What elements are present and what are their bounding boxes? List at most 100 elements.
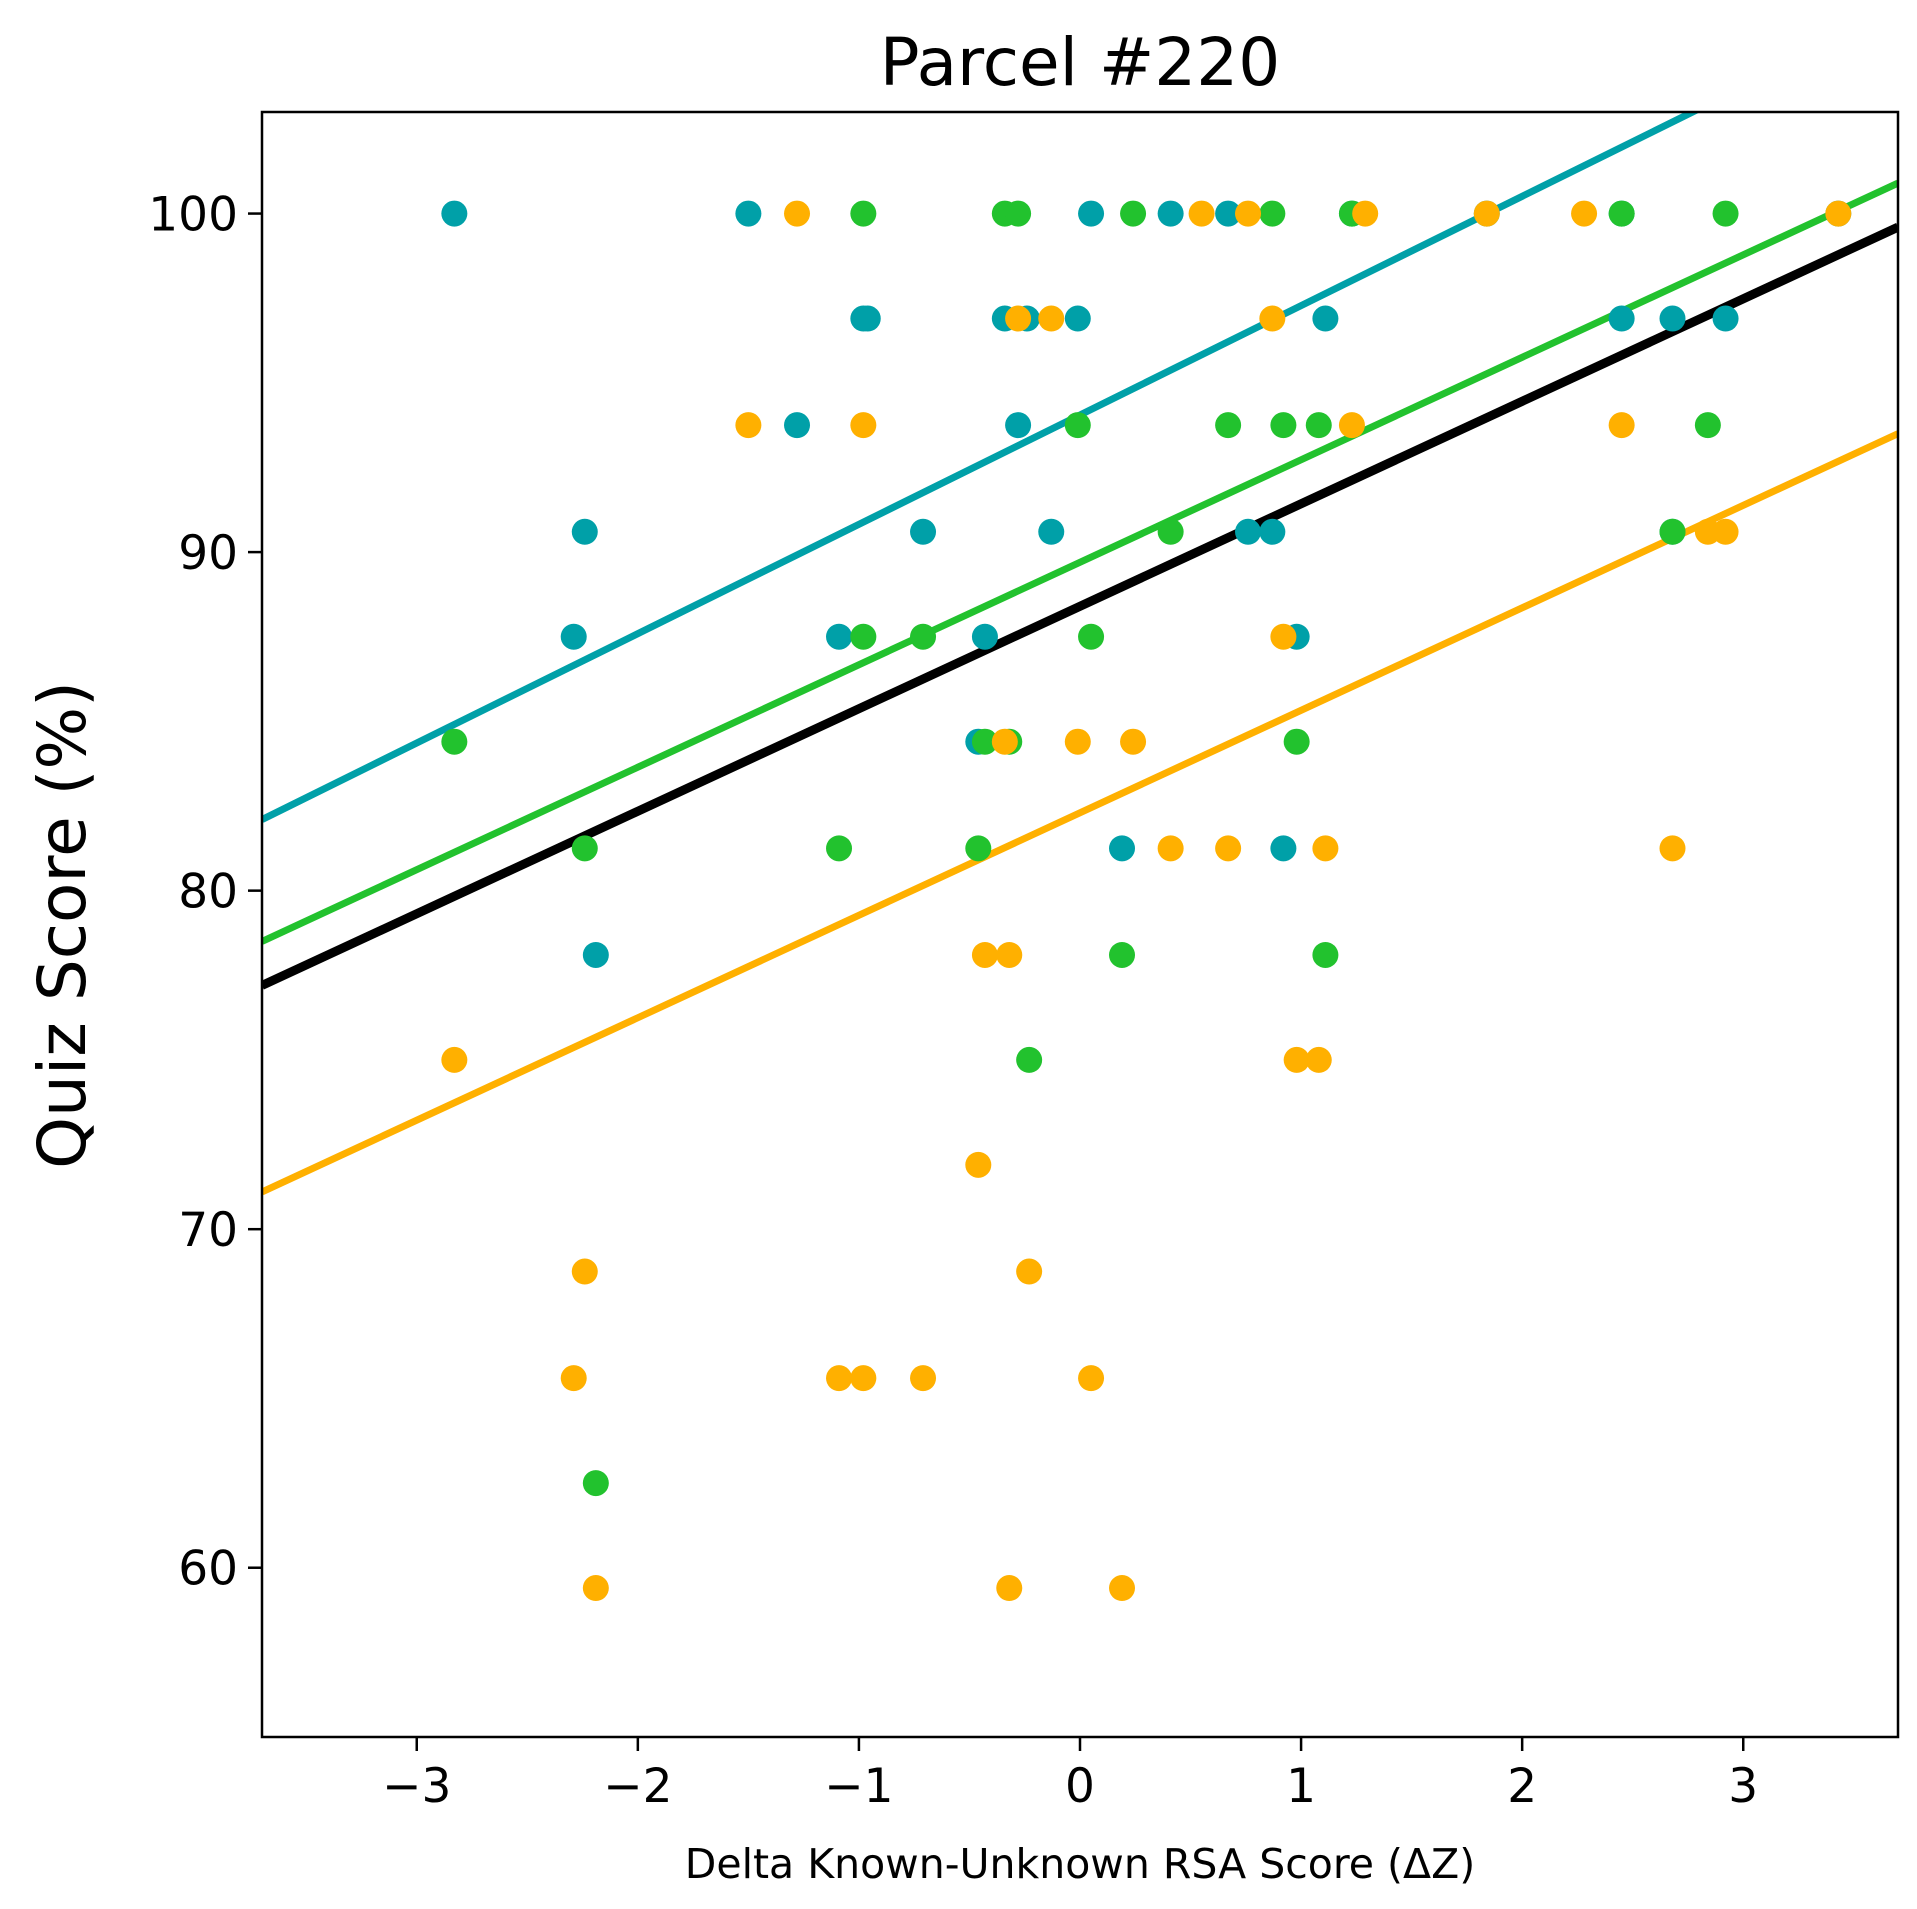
data-point (1038, 518, 1065, 545)
data-point (571, 518, 598, 545)
data-point (826, 835, 853, 862)
y-tick-label: 70 (178, 1203, 238, 1258)
chart-title: Parcel #220 (880, 24, 1280, 101)
data-point (1571, 200, 1598, 227)
data-point (910, 623, 937, 650)
data-point (850, 412, 877, 439)
data-point (1283, 728, 1310, 755)
x-tick-label: 1 (1286, 1759, 1316, 1814)
data-point (1312, 941, 1339, 968)
data-point (1038, 305, 1065, 332)
x-tick-label: −1 (824, 1759, 893, 1814)
data-point (991, 728, 1018, 755)
data-point (850, 1365, 877, 1392)
data-point (1120, 728, 1147, 755)
data-point (441, 200, 468, 227)
data-point (560, 623, 587, 650)
data-point (1109, 835, 1136, 862)
data-point (1005, 200, 1032, 227)
data-point (735, 412, 762, 439)
y-tick-label: 100 (148, 188, 238, 243)
data-point (1312, 305, 1339, 332)
data-point (1235, 518, 1262, 545)
data-point (571, 835, 598, 862)
data-point (1016, 1046, 1043, 1073)
data-point (1215, 200, 1242, 227)
data-point (1109, 1575, 1136, 1602)
data-point (1259, 518, 1286, 545)
data-point (971, 941, 998, 968)
data-point (971, 728, 998, 755)
data-point (854, 305, 881, 332)
data-point (1608, 412, 1635, 439)
data-point (910, 518, 937, 545)
data-point (1157, 518, 1184, 545)
x-axis-label: Delta Known-Unknown RSA Score (ΔZ) (685, 1840, 1475, 1888)
data-point (560, 1365, 587, 1392)
x-tick-label: −3 (382, 1759, 451, 1814)
data-point (1016, 1258, 1043, 1285)
data-point (1270, 412, 1297, 439)
data-point (1005, 305, 1032, 332)
data-point (1078, 623, 1105, 650)
data-point (1005, 412, 1032, 439)
data-point (1712, 200, 1739, 227)
data-point (1608, 200, 1635, 227)
data-point (1338, 412, 1365, 439)
data-point (1078, 1365, 1105, 1392)
data-point (441, 1046, 468, 1073)
data-point (996, 941, 1023, 968)
fit-line-3 (262, 430, 1898, 1196)
fit-line-2 (262, 223, 1898, 990)
data-point (965, 1151, 992, 1178)
data-point (996, 1575, 1023, 1602)
y-axis-label: Quiz Score (%) (24, 681, 101, 1169)
data-point (582, 1470, 609, 1497)
data-point (582, 1575, 609, 1602)
data-point (826, 1365, 853, 1392)
x-tick-label: 2 (1507, 1759, 1537, 1814)
data-point (1064, 728, 1091, 755)
y-tick-label: 90 (178, 526, 238, 581)
data-point (735, 200, 762, 227)
data-point (582, 941, 609, 968)
data-point (850, 200, 877, 227)
data-points-layer (441, 200, 1852, 1602)
y-tick-label: 80 (178, 865, 238, 920)
series-2 (441, 200, 1852, 1602)
data-point (1188, 200, 1215, 227)
y-axis: 60 70 80 90 100 (148, 188, 262, 1597)
data-point (910, 1365, 937, 1392)
x-tick-label: 0 (1065, 1759, 1095, 1814)
data-point (571, 1258, 598, 1285)
data-point (1312, 835, 1339, 862)
data-point (1305, 412, 1332, 439)
data-point (1712, 518, 1739, 545)
data-point (850, 623, 877, 650)
data-point (1712, 305, 1739, 332)
data-point (1215, 835, 1242, 862)
data-point (1215, 412, 1242, 439)
data-point (1270, 835, 1297, 862)
data-point (1352, 200, 1379, 227)
x-axis: −3 −2 −1 0 1 2 3 (382, 1737, 1758, 1814)
y-tick-label: 60 (178, 1542, 238, 1597)
data-point (1825, 200, 1852, 227)
data-point (1235, 200, 1262, 227)
data-point (1608, 305, 1635, 332)
data-point (784, 412, 811, 439)
x-tick-label: −2 (603, 1759, 672, 1814)
data-point (1659, 305, 1686, 332)
data-point (1157, 835, 1184, 862)
data-point (1659, 518, 1686, 545)
data-point (1694, 412, 1721, 439)
data-point (1109, 941, 1136, 968)
data-point (1120, 200, 1147, 227)
data-point (1283, 1046, 1310, 1073)
data-point (1659, 835, 1686, 862)
series-1 (441, 200, 1739, 1497)
data-point (1064, 412, 1091, 439)
